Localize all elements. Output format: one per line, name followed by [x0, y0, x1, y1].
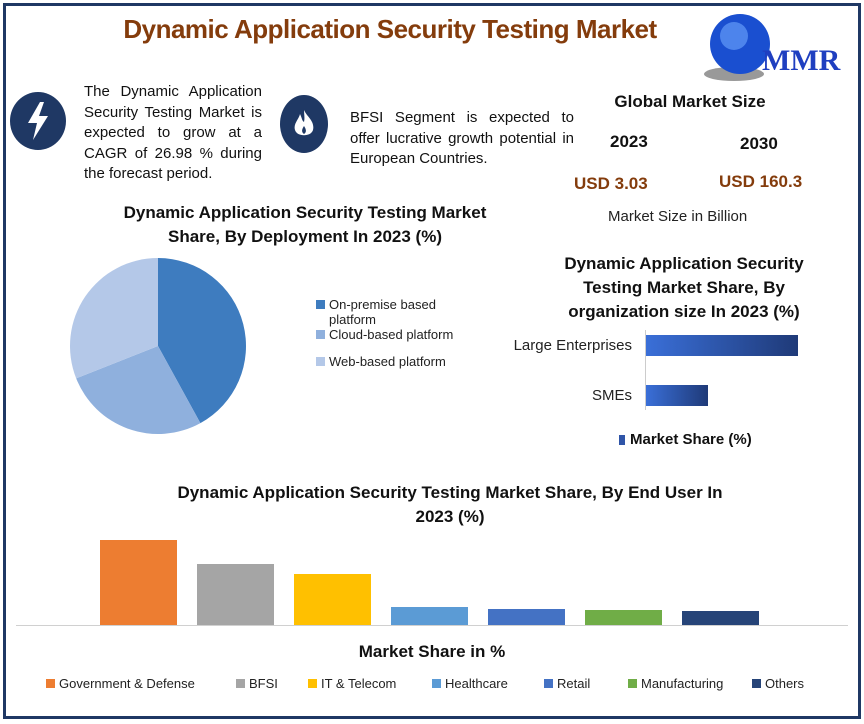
legend-swatch — [316, 330, 325, 339]
year-2023: 2023 — [610, 132, 648, 151]
enduser-xlabel: Market Share in % — [358, 642, 506, 661]
enduser-legend: Government & Defense BFSI IT & Telecom Heal… — [46, 676, 832, 691]
enduser-bar — [682, 610, 759, 625]
legend-swatch — [752, 679, 761, 688]
legend-label: Manufacturing — [641, 676, 724, 691]
legend-label: BFSI — [249, 676, 278, 691]
legend-swatch — [628, 679, 637, 688]
legend-label: Web-based platform — [329, 354, 446, 369]
enduser-bar — [585, 609, 662, 625]
org-chart-title: Dynamic Application Security Testing Mar… — [564, 254, 804, 321]
legend-swatch — [46, 679, 55, 688]
market-size-unit: Market Size in Billion — [608, 208, 748, 225]
legend-swatch — [432, 679, 441, 688]
value-2030: USD 160.3 — [719, 172, 803, 191]
legend-item: BFSI — [236, 676, 308, 691]
enduser-bar — [391, 607, 468, 625]
legend-swatch — [316, 300, 325, 309]
legend-item: Cloud-based platform — [316, 327, 466, 342]
svg-text:MMR: MMR — [762, 44, 841, 77]
legend-label: IT & Telecom — [321, 676, 397, 691]
legend-item: Others — [752, 676, 832, 691]
enduser-title: Dynamic Application Security Testing Mar… — [177, 483, 723, 526]
enduser-bar — [100, 540, 177, 625]
pie-chart — [70, 258, 246, 434]
legend-item: IT & Telecom — [308, 676, 432, 691]
cagr-text: The Dynamic Application Security Testing… — [84, 83, 262, 182]
legend-swatch — [316, 357, 325, 366]
legend-swatch — [544, 679, 553, 688]
pie-legend: On-premise based platform Cloud-based pla… — [316, 297, 466, 381]
enduser-bar — [488, 608, 565, 625]
org-legend: Market Share (%) — [619, 431, 752, 448]
org-axis — [645, 330, 646, 410]
legend-swatch — [308, 679, 317, 688]
pie-slice — [70, 258, 158, 379]
legend-label: Government & Defense — [59, 676, 195, 691]
enduser-bar — [294, 574, 371, 625]
value-2023: USD 3.03 — [574, 174, 648, 193]
legend-label: Market Share (%) — [630, 431, 752, 448]
enduser-bar — [197, 563, 274, 625]
legend-item: Web-based platform — [316, 354, 466, 369]
org-category-label: SMEs — [591, 387, 632, 404]
page-title: Dynamic Application Security Testing Mar… — [123, 14, 657, 44]
year-2030: 2030 — [740, 134, 778, 153]
legend-label: On-premise based platform — [329, 297, 436, 327]
legend-label: Healthcare — [445, 676, 508, 691]
enduser-axis — [16, 625, 848, 626]
legend-swatch — [619, 434, 625, 445]
infographic-frame — [3, 3, 861, 719]
legend-item: Manufacturing — [628, 676, 752, 691]
mmr-logo: MMR — [704, 12, 850, 84]
legend-item: Healthcare — [432, 676, 544, 691]
flame-icon — [280, 95, 328, 153]
legend-label: Cloud-based platform — [329, 327, 454, 342]
legend-item: Retail — [544, 676, 628, 691]
legend-label: Retail — [557, 676, 591, 691]
pie-slice — [76, 346, 201, 434]
bfsi-text: BFSI Segment is expected to offer lucrat… — [350, 109, 574, 167]
market-size-title: Global Market Size — [614, 92, 766, 111]
pie-slice — [158, 258, 246, 424]
lightning-icon — [10, 92, 66, 150]
legend-item: Government & Defense — [46, 676, 236, 691]
pie-title: Dynamic Application Security Testing Mar… — [123, 203, 487, 246]
org-bar — [646, 385, 709, 406]
org-bar — [646, 335, 798, 356]
legend-label: Others — [765, 676, 805, 691]
org-category-label: Large Enterprises — [513, 337, 632, 354]
legend-swatch — [236, 679, 245, 688]
legend-item: On-premise based platform — [316, 297, 466, 327]
